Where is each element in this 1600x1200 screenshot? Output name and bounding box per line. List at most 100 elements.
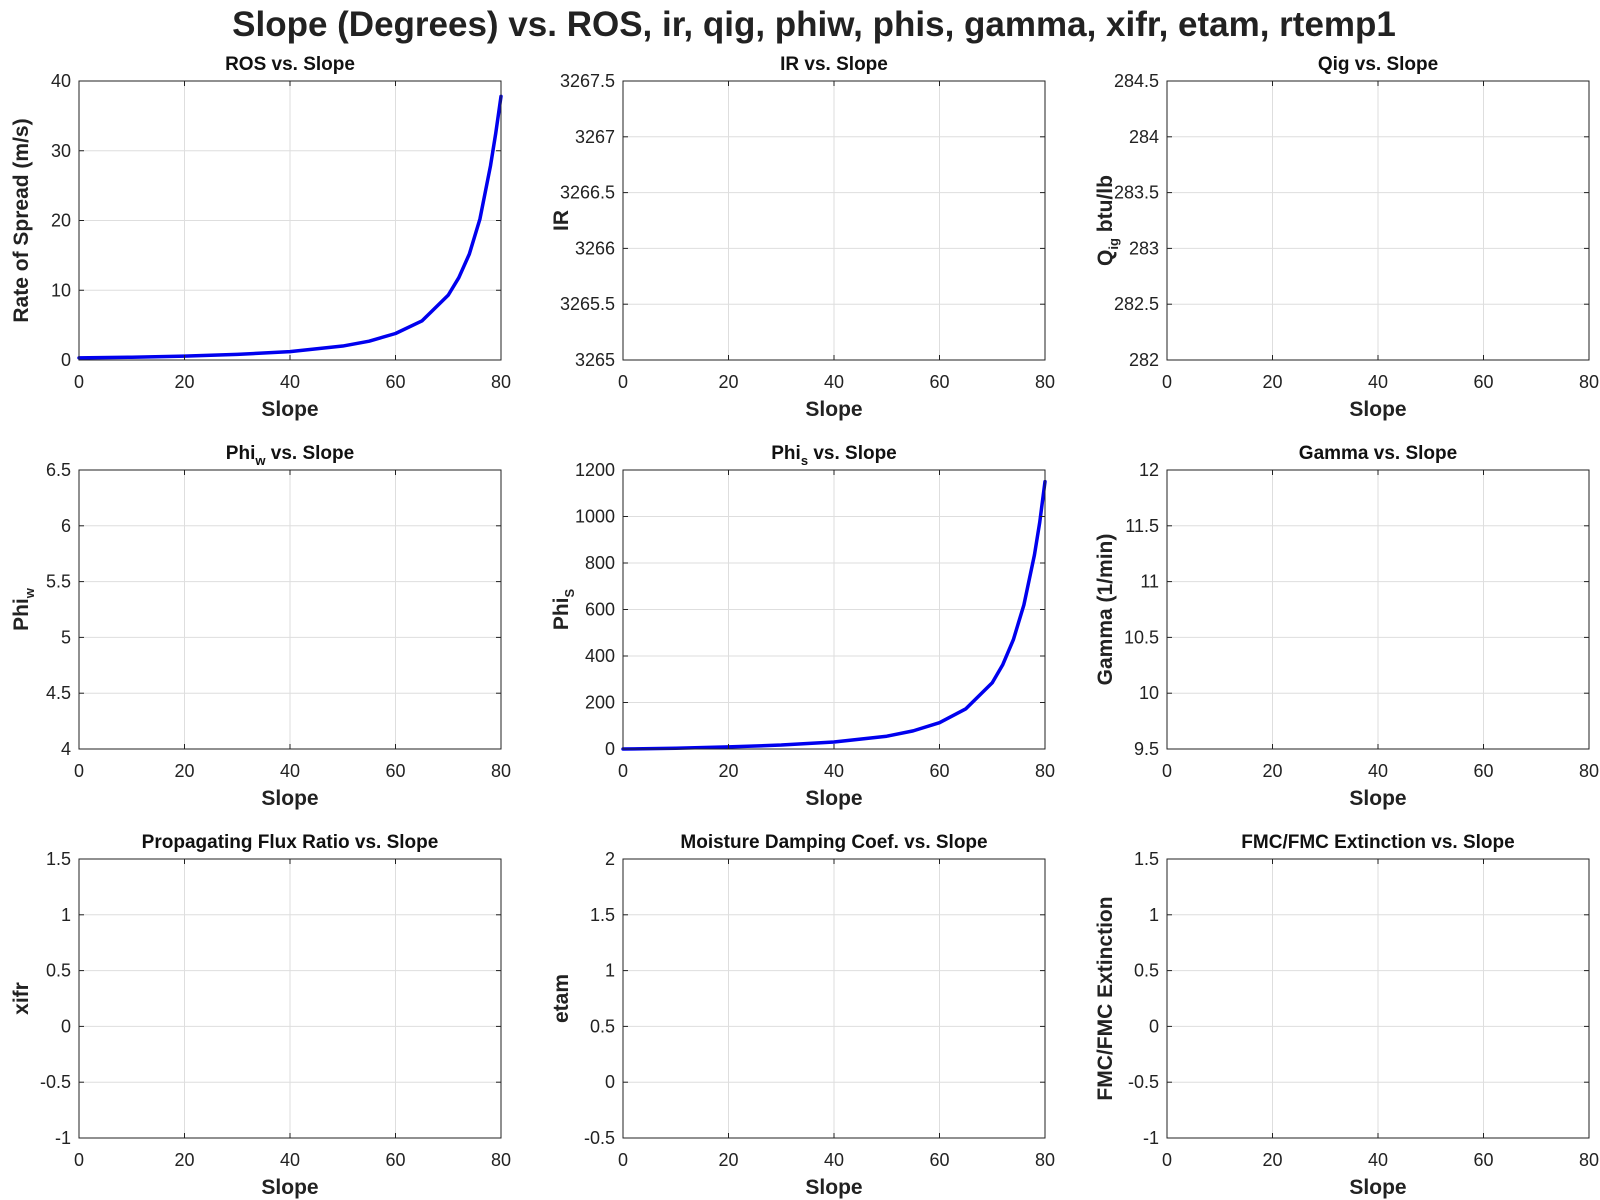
- y-tick-label: 5.5: [46, 572, 71, 592]
- x-tick-label: 20: [718, 1150, 738, 1170]
- y-tick-label: 0: [61, 1016, 71, 1036]
- x-tick-label: 80: [491, 372, 511, 392]
- x-axis-label: Slope: [805, 787, 862, 810]
- x-tick-label: 40: [824, 372, 844, 392]
- subplot-title: Propagating Flux Ratio vs. Slope: [142, 832, 439, 853]
- subplot-title: Phiw vs. Slope: [226, 443, 354, 468]
- y-tick-label: 282: [1129, 350, 1159, 370]
- y-tick-label: 283: [1129, 238, 1159, 258]
- x-tick-label: 0: [618, 761, 628, 781]
- y-axis-label: IR: [550, 210, 573, 231]
- x-tick-label: 20: [1262, 761, 1282, 781]
- y-tick-label: 2: [605, 849, 615, 869]
- y-tick-label: 0.5: [590, 1016, 615, 1036]
- x-tick-label: 80: [1579, 372, 1599, 392]
- y-tick-label: 20: [51, 211, 71, 231]
- y-tick-label: 10: [1139, 683, 1159, 703]
- y-tick-label: -1: [55, 1128, 71, 1148]
- x-tick-label: 40: [824, 761, 844, 781]
- x-tick-label: 0: [1162, 1150, 1172, 1170]
- x-tick-label: 80: [491, 761, 511, 781]
- y-tick-label: 1: [1149, 905, 1159, 925]
- subplot-9: 0 20 40 60 80 -1 -0.5 0 0.5 1 1.5 FMC/FMC Extinctio…: [1094, 832, 1599, 1199]
- x-tick-label: 80: [1035, 1150, 1055, 1170]
- y-tick-label: 0: [605, 739, 615, 759]
- y-tick-label: 284: [1129, 127, 1159, 147]
- x-axis-label: Slope: [805, 398, 862, 421]
- y-tick-label: 12: [1139, 460, 1159, 480]
- y-tick-label: 6: [61, 516, 71, 536]
- y-tick-label: 9.5: [1134, 739, 1159, 759]
- subplot-7: 0 20 40 60 80 -1 -0.5 0 0.5 1 1.5 Propagating Flux …: [10, 832, 511, 1199]
- y-axis-label: FMC/FMC Extinction: [1094, 896, 1117, 1100]
- x-tick-label: 20: [718, 372, 738, 392]
- series-line: [77, 94, 503, 360]
- x-tick-label: 60: [385, 761, 405, 781]
- x-axis-label: Slope: [805, 1176, 862, 1199]
- y-tick-label: 6.5: [46, 460, 71, 480]
- x-tick-label: 80: [1035, 372, 1055, 392]
- x-tick-label: 0: [1162, 761, 1172, 781]
- series-line: [621, 479, 1047, 751]
- y-axis-label: PhiS: [550, 589, 577, 631]
- y-axis-label: Gamma (1/min): [1094, 534, 1117, 686]
- y-tick-label: 3265: [575, 350, 615, 370]
- x-tick-label: 60: [1473, 1150, 1493, 1170]
- subplot-6: 0 20 40 60 80 9.5 10 10.5 11 11.5 12 Gamma vs. Slop…: [1094, 443, 1599, 810]
- y-tick-label: 10: [51, 280, 71, 300]
- x-tick-label: 40: [280, 372, 300, 392]
- x-axis-label: Slope: [1349, 398, 1406, 421]
- subplot-title: Phis vs. Slope: [771, 443, 897, 468]
- x-tick-label: 40: [280, 761, 300, 781]
- x-tick-label: 40: [1368, 1150, 1388, 1170]
- subplot-title: FMC/FMC Extinction vs. Slope: [1241, 832, 1514, 853]
- y-tick-label: 10.5: [1124, 627, 1159, 647]
- y-tick-label: 1: [61, 905, 71, 925]
- y-tick-label: 0.5: [46, 961, 71, 981]
- x-tick-label: 20: [174, 372, 194, 392]
- y-axis-label: Rate of Spread (m/s): [10, 118, 33, 322]
- x-tick-label: 60: [929, 761, 949, 781]
- y-tick-label: 3266.5: [560, 183, 615, 203]
- x-axis-label: Slope: [1349, 787, 1406, 810]
- x-tick-label: 0: [618, 1150, 628, 1170]
- y-tick-label: -1: [1143, 1128, 1159, 1148]
- y-tick-label: 1.5: [590, 905, 615, 925]
- x-tick-label: 20: [1262, 1150, 1282, 1170]
- y-tick-label: 40: [51, 71, 71, 91]
- subplot-title: Gamma vs. Slope: [1299, 443, 1457, 464]
- subplot-title: Moisture Damping Coef. vs. Slope: [680, 832, 987, 853]
- x-tick-label: 60: [385, 372, 405, 392]
- subplot-title: Qig vs. Slope: [1318, 54, 1438, 75]
- x-tick-label: 40: [824, 1150, 844, 1170]
- x-tick-label: 40: [1368, 372, 1388, 392]
- y-axis-label: xifr: [10, 982, 33, 1015]
- y-axis-label: Phiw: [10, 587, 37, 631]
- y-axis-label: Qig btu/lb: [1094, 175, 1121, 266]
- x-axis-label: Slope: [261, 787, 318, 810]
- subplot-2: 0 20 40 60 80 3265 3265.5 3266 3266.5 3267 3267.5 I…: [550, 54, 1055, 421]
- y-tick-label: 600: [585, 600, 615, 620]
- x-tick-label: 0: [74, 1150, 84, 1170]
- y-tick-label: 4.5: [46, 683, 71, 703]
- y-tick-label: 1200: [575, 460, 615, 480]
- x-tick-label: 0: [74, 372, 84, 392]
- subplot-4: 0 20 40 60 80 4 4.5 5 5.5 6 6.5 Phiw vs. Slope Slope…: [10, 443, 511, 810]
- y-tick-label: 3267.5: [560, 71, 615, 91]
- x-axis-label: Slope: [261, 1176, 318, 1199]
- y-tick-label: -0.5: [40, 1072, 71, 1092]
- y-tick-label: -0.5: [584, 1128, 615, 1148]
- x-tick-label: 60: [385, 1150, 405, 1170]
- y-tick-label: 11.5: [1125, 516, 1159, 536]
- x-tick-label: 0: [1162, 372, 1172, 392]
- y-tick-label: 283.5: [1114, 183, 1159, 203]
- subplot-3: 0 20 40 60 80 282 282.5 283 283.5 284 284.5 Qig vs.…: [1094, 54, 1599, 421]
- y-tick-label: 0.5: [1134, 961, 1159, 981]
- y-tick-label: 3265.5: [560, 294, 615, 314]
- figure-title: Slope (Degrees) vs. ROS, ir, qig, phiw, …: [232, 5, 1396, 44]
- subplot-1: 0 20 40 60 80 0 10 20 30 40 ROS vs. Slope Slope Rate…: [10, 54, 511, 421]
- y-tick-label: 1.5: [46, 849, 71, 869]
- y-tick-label: 200: [585, 693, 615, 713]
